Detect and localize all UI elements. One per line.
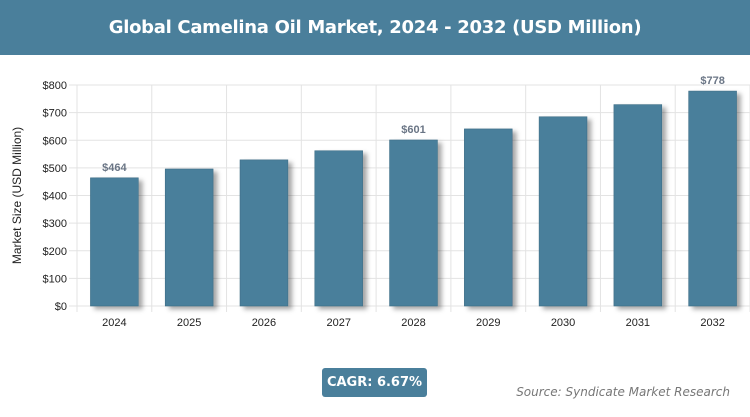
x-tick-label: 2028 (401, 317, 425, 329)
x-tick-label: 2032 (700, 317, 724, 329)
x-tick-label: 2024 (102, 317, 126, 329)
y-tick-label: $600 (43, 135, 67, 147)
y-tick-label: $700 (43, 108, 67, 120)
bar-2032 (688, 90, 737, 307)
bar-2028 (389, 139, 438, 307)
x-tick-label: 2030 (551, 317, 575, 329)
bar-2030 (538, 116, 588, 307)
y-tick-label: $0 (55, 301, 67, 313)
bar-2024 (90, 177, 139, 307)
bar-2026 (239, 159, 289, 307)
bar-2031 (613, 104, 663, 307)
data-label: $464 (102, 162, 127, 174)
y-tick-label: $300 (43, 218, 67, 230)
y-tick-label: $500 (43, 163, 67, 175)
x-tick-label: 2031 (626, 317, 650, 329)
x-tick-label: 2026 (252, 317, 276, 329)
chart-title: Global Camelina Oil Market, 2024 - 2032 … (0, 0, 750, 55)
y-axis-label: Market Size (USD Million) (10, 127, 24, 264)
x-tick-label: 2025 (177, 317, 201, 329)
bar-2029 (464, 128, 513, 307)
bar-chart: $0 $100 $200 $300 $400 $500 $600 $700 $800 2024 $4… (10, 75, 750, 329)
y-tick-label: $400 (43, 191, 67, 203)
data-label: $778 (700, 75, 724, 87)
bar-2027 (314, 150, 363, 307)
x-tick-label: 2027 (326, 317, 350, 329)
y-tick-label: $100 (43, 273, 67, 285)
y-tick-label: $200 (43, 246, 67, 258)
data-label: $601 (401, 124, 425, 136)
y-tick-label: $800 (43, 80, 67, 92)
bar-2025 (164, 168, 214, 307)
source-note: Source: Syndicate Market Research (516, 385, 730, 399)
x-tick-label: 2029 (476, 317, 500, 329)
cagr-badge: CAGR: 6.67% (322, 368, 427, 397)
